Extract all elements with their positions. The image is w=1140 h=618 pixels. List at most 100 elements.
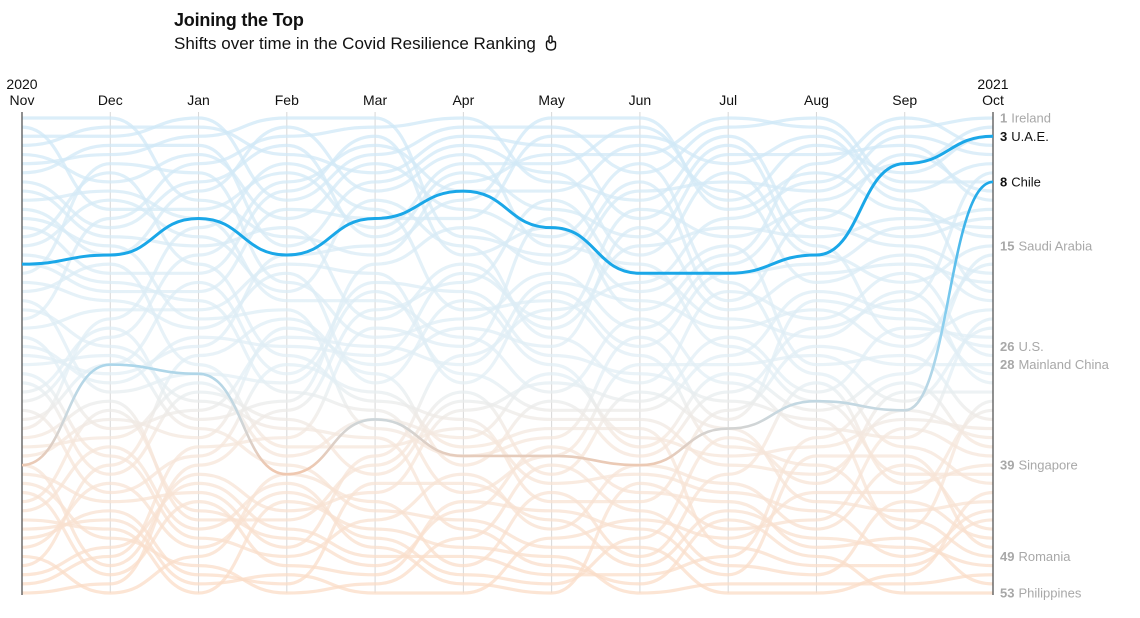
axis-lines: [21, 112, 994, 595]
rank-number: 49: [1000, 549, 1014, 564]
background-series-line: [21, 216, 994, 458]
background-series-line: [21, 381, 994, 476]
month-label: Jun: [629, 92, 652, 108]
rank-label: 1 Ireland: [1000, 111, 1051, 126]
rank-number: 26: [1000, 339, 1014, 354]
rank-number: 53: [1000, 586, 1014, 601]
rank-label: 28 Mainland China: [1000, 357, 1110, 372]
background-series-line: [21, 116, 994, 376]
background-series-line: [21, 426, 994, 595]
rank-label: 49 Romania: [1000, 549, 1071, 564]
background-series-line: [21, 134, 994, 422]
rank-label-text: 28 Mainland China: [1000, 357, 1110, 372]
rank-label-text: 15 Saudi Arabia: [1000, 238, 1093, 253]
month-label: Jul: [719, 92, 737, 108]
rank-label: 39 Singapore: [1000, 458, 1078, 473]
rank-label: 26 U.S.: [1000, 339, 1044, 354]
chart-subtitle-row: Shifts over time in the Covid Resilience…: [174, 34, 557, 56]
month-label: Oct: [982, 92, 1004, 108]
background-series-line: [21, 226, 994, 458]
chart-title: Joining the Top: [174, 10, 304, 30]
background-series-line: [21, 143, 994, 403]
month-label: Nov: [10, 92, 35, 108]
background-series-line: [21, 363, 994, 568]
rank-number: 39: [1000, 458, 1014, 473]
country-name: Saudi Arabia: [1018, 238, 1092, 253]
country-name: Philippines: [1018, 586, 1081, 601]
background-series-line: [21, 372, 994, 458]
country-name: U.S.: [1018, 339, 1043, 354]
background-series-line: [21, 500, 994, 595]
background-series-line: [21, 198, 994, 595]
background-series-line: [21, 381, 994, 577]
month-labels: Nov Dec Jan Feb Mar Apr May Jun Jul Aug Sep Oct 2020…: [6, 76, 1008, 108]
background-series-line: [21, 253, 994, 449]
background-series-line: [21, 381, 994, 595]
rank-number: 28: [1000, 357, 1014, 372]
month-label: Jan: [187, 92, 210, 108]
rank-label-text: 1 Ireland: [1000, 111, 1051, 126]
background-series-line: [21, 125, 994, 339]
country-name: Romania: [1018, 549, 1071, 564]
rank-label-text: 3 U.A.E.: [1000, 129, 1049, 144]
month-label: Dec: [98, 92, 123, 108]
rank-label: 3 U.A.E.: [1000, 129, 1049, 144]
rank-label: 15 Saudi Arabia: [1000, 238, 1093, 253]
rank-label-text: 26 U.S.: [1000, 339, 1044, 354]
background-series-line: [21, 390, 993, 586]
rank-label-text: 8 Chile: [1000, 174, 1041, 189]
background-series-line: [21, 171, 994, 568]
background-series-line: [21, 116, 994, 586]
background-series-lines: [21, 116, 994, 595]
month-label: Feb: [275, 92, 299, 108]
country-name: Chile: [1011, 174, 1041, 189]
chart-subtitle: Shifts over time in the Covid Resilience…: [174, 34, 536, 53]
country-name: Singapore: [1018, 458, 1077, 473]
month-label: Mar: [363, 92, 387, 108]
background-series-line: [21, 116, 994, 549]
rank-number: 3: [1000, 129, 1007, 144]
background-series-line: [21, 143, 994, 239]
background-series-line: [21, 116, 994, 303]
background-series-line: [21, 134, 994, 294]
country-name: Ireland: [1011, 111, 1051, 126]
rank-number: 1: [1000, 111, 1007, 126]
pointer-cursor-icon: [545, 35, 557, 56]
rank-label-text: 53 Philippines: [1000, 586, 1082, 601]
background-series-line: [21, 162, 994, 559]
series-line-u-a-e-[interactable]: [21, 134, 994, 275]
background-series-line: [21, 125, 994, 339]
rank-label-text: 49 Romania: [1000, 549, 1071, 564]
right-rank-labels: 1 Ireland 3 U.A.E. 8 Chile 15 Saudi Arabia 26 U.S…: [1000, 111, 1110, 601]
series-line-chile[interactable]: [21, 180, 994, 476]
rank-label: 53 Philippines: [1000, 586, 1082, 601]
background-series-line: [21, 171, 993, 504]
rank-label: 8 Chile: [1000, 174, 1041, 189]
background-series-line: [21, 289, 994, 412]
background-series-line: [21, 390, 994, 522]
background-series-line: [21, 408, 994, 595]
month-label: Sep: [892, 92, 917, 108]
month-label: Apr: [452, 92, 474, 108]
background-series-line: [21, 454, 994, 577]
year-label: 2020: [6, 76, 37, 92]
background-series-line: [21, 481, 994, 586]
background-series-line: [21, 207, 994, 385]
highlighted-series-lines: [21, 134, 994, 476]
background-series-line: [21, 152, 994, 485]
background-series-line: [21, 353, 994, 595]
background-series-line: [21, 280, 994, 531]
rank-number: 15: [1000, 238, 1014, 253]
month-label: May: [538, 92, 564, 108]
rank-number: 8: [1000, 174, 1007, 189]
background-series-line: [22, 116, 993, 202]
year-label: 2021: [977, 76, 1008, 92]
background-series-line: [21, 116, 994, 321]
country-name: Mainland China: [1018, 357, 1109, 372]
background-series-line: [21, 463, 994, 595]
month-label: Aug: [804, 92, 829, 108]
background-series-line: [21, 189, 994, 330]
background-series-line: [21, 408, 994, 586]
rank-label-text: 39 Singapore: [1000, 458, 1078, 473]
